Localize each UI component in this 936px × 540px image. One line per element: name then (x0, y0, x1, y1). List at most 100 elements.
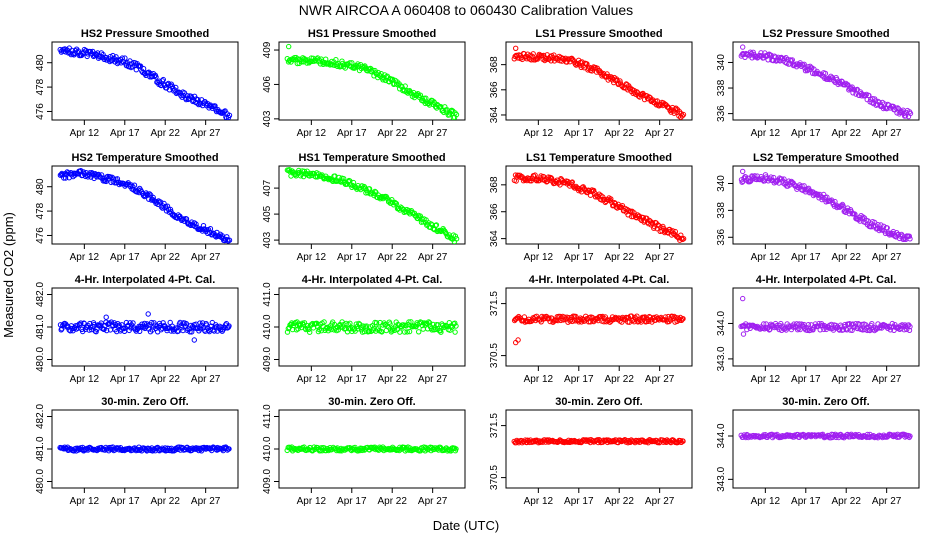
chart-panel: HS2 Temperature Smoothed Apr 12 Apr 17 Apr … (35, 152, 239, 263)
data-point (453, 236, 460, 242)
x-tick-label: Apr 22 (150, 496, 180, 507)
y-tick-label: 411.0 (262, 282, 273, 307)
data-point (149, 73, 156, 80)
y-tick-label: 481.0 (35, 436, 46, 461)
data-point (321, 319, 327, 325)
outlier-point (191, 337, 198, 343)
x-tick-label: Apr 22 (150, 374, 180, 385)
plot-frame (732, 165, 920, 245)
x-tick-label: Apr 27 (872, 128, 902, 139)
data-point (393, 200, 400, 207)
data-point (584, 61, 590, 67)
x-tick-label: Apr 12 (70, 374, 100, 385)
x-tick-label: Apr 12 (70, 496, 100, 507)
data-point (846, 87, 852, 93)
data-point (666, 318, 672, 325)
data-point (608, 196, 614, 202)
y-tick-label: 405 (262, 205, 273, 222)
outlier-point (103, 314, 109, 320)
y-tick-label: 411.0 (262, 404, 273, 429)
data-point (752, 323, 758, 330)
data-point (532, 172, 538, 178)
data-point (318, 445, 324, 451)
data-point (840, 327, 847, 333)
x-tick-label: Apr 27 (191, 496, 221, 507)
y-tick-label: 370.5 (489, 465, 500, 490)
data-point (389, 197, 395, 203)
data-point (167, 206, 174, 213)
data-point (284, 329, 291, 335)
data-point (295, 326, 301, 332)
data-point (406, 319, 412, 325)
data-point (452, 320, 458, 326)
data-point (309, 58, 315, 64)
data-point (59, 326, 65, 332)
data-point (619, 203, 626, 209)
y-tick-label: 407 (262, 179, 273, 196)
data-point (93, 329, 99, 335)
chart-panel: 4-Hr. Interpolated 4-Pt. Cal. Apr 12 Apr 1… (262, 274, 466, 385)
data-point (805, 322, 812, 328)
data-point (291, 446, 298, 453)
plot-frame (278, 41, 466, 121)
chart-panel: LS1 Pressure Smoothed Apr 12 Apr 17 Apr 22 A… (489, 28, 693, 139)
data-point (211, 328, 217, 334)
point-series (57, 311, 232, 343)
data-point (226, 323, 232, 329)
data-point (426, 102, 433, 108)
plot-frame (505, 409, 693, 489)
point-series (511, 172, 687, 243)
data-point (907, 236, 913, 242)
y-tick-label: 370.5 (489, 343, 500, 368)
data-point (546, 315, 552, 321)
data-point (680, 111, 687, 118)
data-point (349, 60, 355, 66)
panel-title: LS2 Pressure Smoothed (762, 28, 889, 40)
x-tick-label: Apr 22 (604, 374, 634, 385)
data-point (452, 233, 459, 239)
x-tick-label: Apr 17 (337, 128, 367, 139)
point-series (284, 319, 459, 335)
data-point (137, 328, 143, 334)
x-tick-label: Apr 27 (872, 252, 902, 263)
data-point (878, 222, 884, 228)
data-point (530, 51, 536, 57)
chart-panel: LS2 Temperature Smoothed Apr 12 Apr 17 Apr … (716, 152, 920, 263)
data-point (859, 321, 865, 328)
x-tick-label: Apr 12 (524, 496, 554, 507)
data-point (173, 84, 179, 91)
data-point (426, 319, 432, 325)
x-tick-label: Apr 22 (377, 496, 407, 507)
data-point (375, 325, 382, 331)
data-point (66, 327, 72, 333)
data-point (181, 90, 188, 96)
x-tick-label: Apr 27 (191, 374, 221, 385)
data-point (181, 216, 187, 222)
y-tick-label: 340 (716, 175, 727, 192)
data-point (766, 327, 772, 333)
data-point (131, 182, 138, 188)
data-point (160, 76, 167, 83)
chart-panel: 30-min. Zero Off. Apr 12 Apr 17 Apr 22 Apr 2… (35, 396, 239, 507)
panel-title: HS2 Pressure Smoothed (81, 28, 209, 40)
x-tick-label: Apr 22 (604, 496, 634, 507)
plot-frame (732, 409, 920, 489)
y-tick-label: 481.0 (35, 314, 46, 339)
data-point (594, 437, 601, 443)
plot-frame (505, 165, 693, 245)
data-point (787, 57, 794, 63)
y-tick-label: 368 (489, 56, 500, 73)
panel-title: LS2 Temperature Smoothed (753, 152, 899, 164)
panel-title: 30-min. Zero Off. (782, 396, 869, 408)
y-tick-label: 482.0 (35, 282, 46, 307)
plot-frame (505, 41, 693, 121)
data-point (148, 319, 155, 326)
x-tick-label: Apr 17 (337, 374, 367, 385)
data-point (816, 432, 822, 438)
y-tick-label: 344.0 (716, 311, 727, 336)
x-tick-label: Apr 17 (791, 496, 821, 507)
data-point (193, 221, 199, 227)
y-tick-label: 410.0 (262, 314, 273, 339)
y-tick-label: 480 (35, 178, 46, 195)
